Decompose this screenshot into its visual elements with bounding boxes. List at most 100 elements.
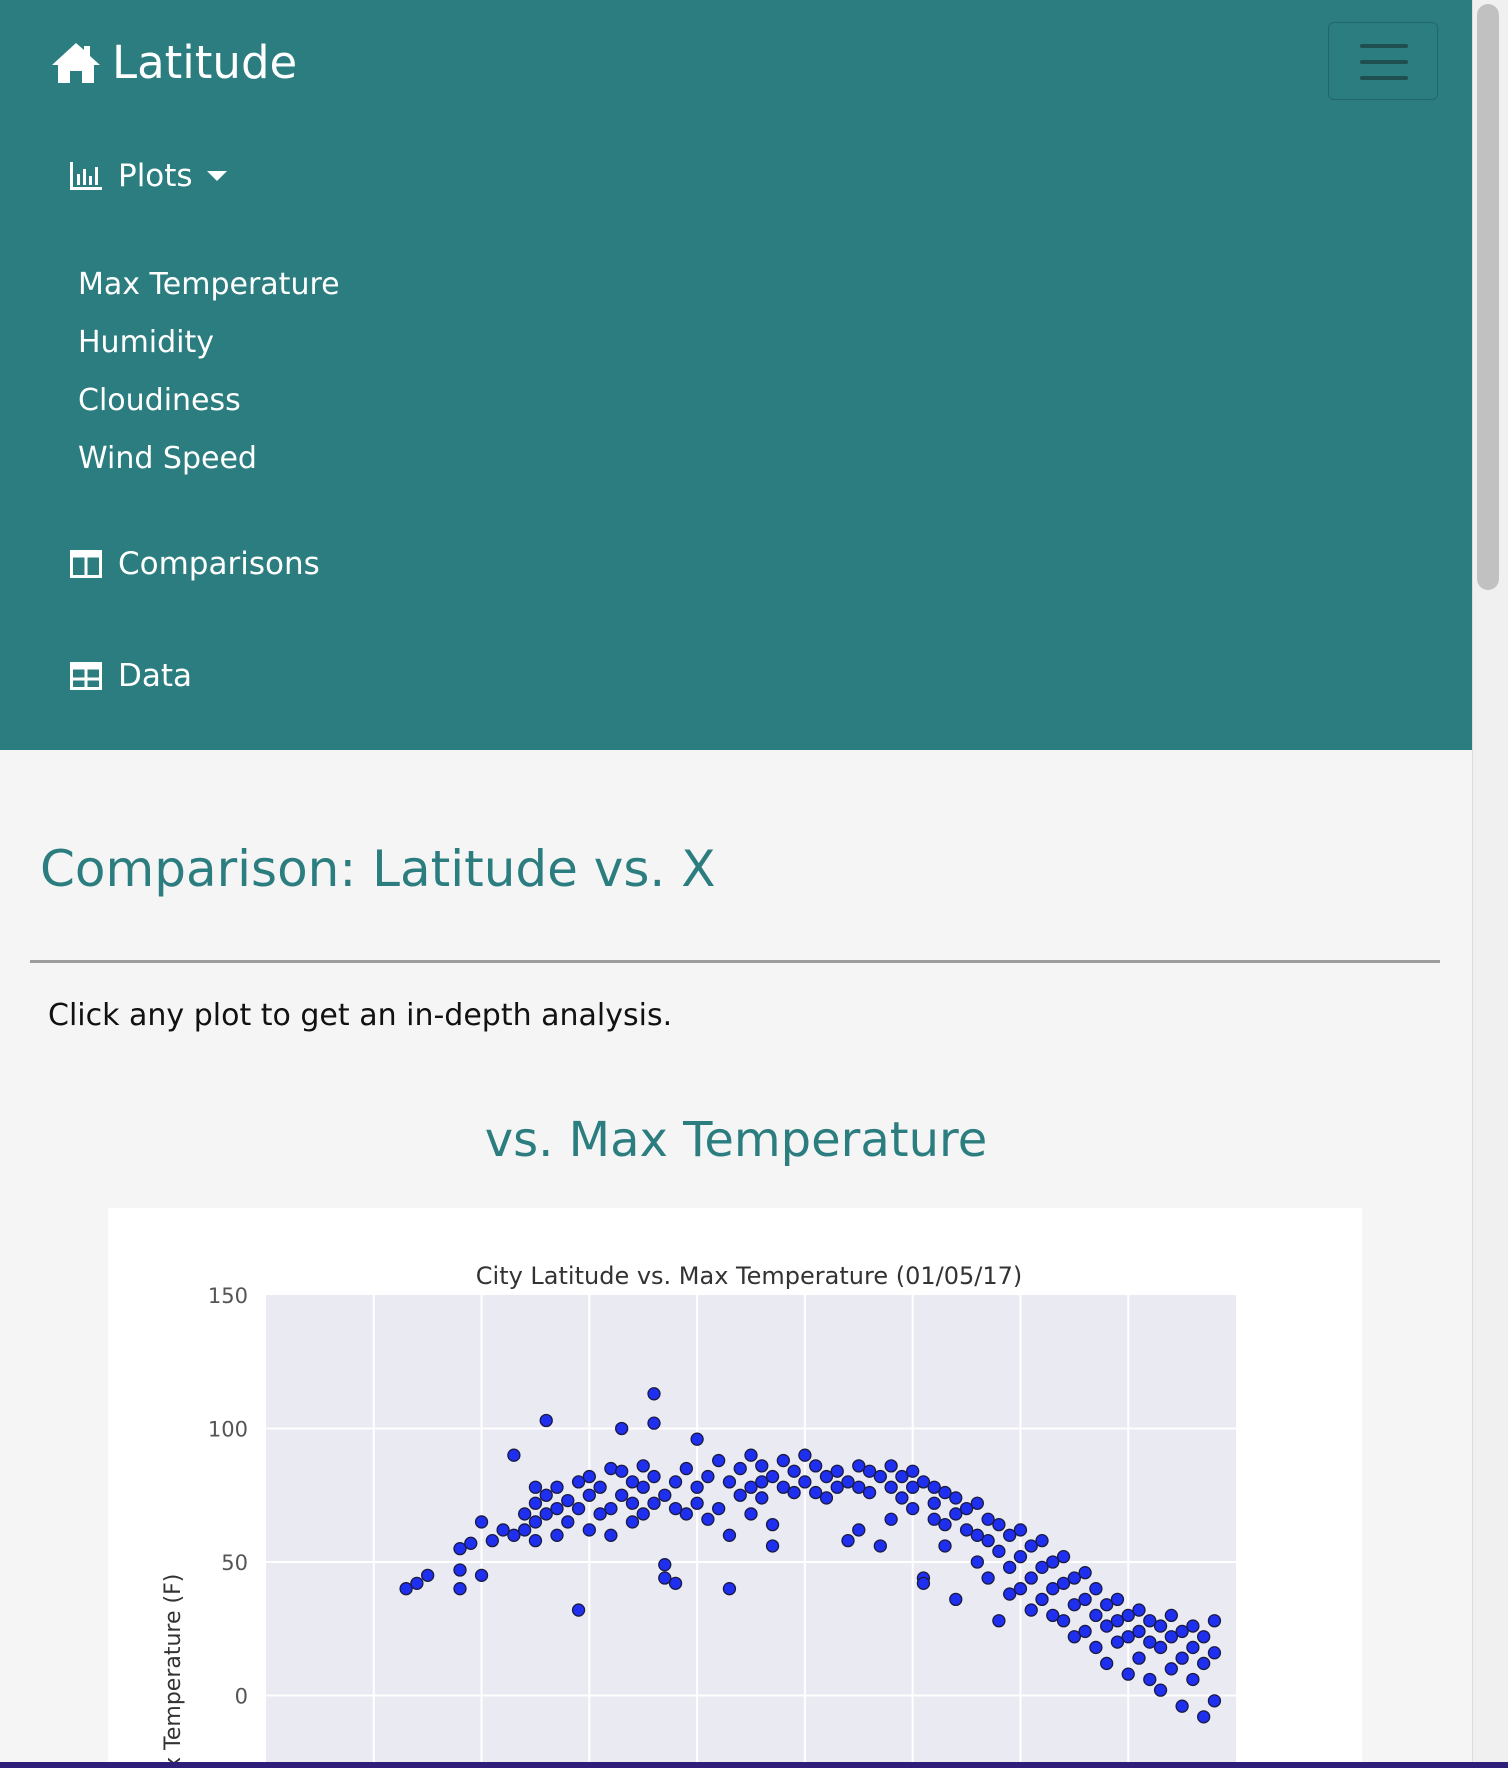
scatter-point [1186,1619,1200,1633]
scatter-point [453,1563,467,1577]
scatter-point [1035,1560,1049,1574]
scatter-point [507,1528,521,1542]
scatter-point [776,1480,790,1494]
scatter-point [604,1501,618,1516]
scatter-point [1186,1640,1200,1655]
nav-comparisons[interactable]: Comparisons [70,546,320,582]
scatter-point [421,1568,435,1583]
plot-link-max-temperature[interactable]: City Latitude vs. Max Temperature (01/05… [108,1208,1362,1768]
scatter-point [701,1469,715,1484]
scatter-point [1056,1614,1071,1628]
scatter-point [755,1491,769,1505]
y-tick-label: 50 [221,1551,248,1575]
dropdown-item-cloudiness[interactable]: Cloudiness [78,383,241,418]
scatter-point [862,1464,877,1478]
scatter-point [852,1480,866,1494]
scatter-point [1186,1672,1200,1687]
scatter-point [658,1488,672,1502]
scrollbar-thumb[interactable] [1477,4,1499,590]
scatter-point [668,1576,683,1591]
lead-text: Click any plot to get an in-depth analys… [48,998,673,1033]
scatter-point [604,1528,618,1542]
scatter-point [1024,1539,1038,1553]
plot-background [266,1295,1236,1768]
scatter-point [787,1464,801,1478]
dropdown-item-max-temperature[interactable]: Max Temperature [78,267,340,302]
scatter-point [927,1496,941,1510]
scatter-point [496,1523,510,1537]
scatter-point [1197,1630,1211,1644]
scatter-point [1207,1614,1222,1628]
nav-data[interactable]: Data [70,658,192,694]
dropdown-item-wind-speed[interactable]: Wind Speed [78,441,257,476]
scatter-point [787,1485,801,1500]
scatter-point [744,1448,758,1462]
scatter-point [625,1475,640,1489]
scatter-point [647,1416,661,1430]
nav-data-label: Data [118,658,193,694]
scatter-point [1003,1560,1017,1574]
scatter-point [399,1582,413,1596]
scatter-point [959,1523,974,1537]
table-icon [70,662,102,690]
scatter-point [1153,1619,1168,1633]
caret-down-icon [206,171,227,181]
scatter-point [679,1507,693,1521]
scatter-point [884,1480,898,1494]
scatter-point [1143,1672,1157,1687]
scatter-point [873,1469,887,1484]
scatter-point [819,1491,834,1505]
scatter-point [550,1480,564,1494]
scatter-point [765,1539,780,1553]
scatter-point [776,1453,790,1468]
scatter-point [1024,1571,1038,1585]
scatter-point [981,1571,995,1585]
scatter-point [765,1469,780,1484]
plot-area: 0 50 100 150 [208,1284,1236,1768]
scatter-point [949,1491,963,1505]
brand-link[interactable]: Latitude [50,36,297,89]
navbar: Latitude Plots Max Temperature Hu [0,0,1472,750]
scatter-point [410,1576,424,1591]
scatter-point [970,1528,984,1542]
scatter-point [1035,1592,1049,1607]
scatter-point [1143,1614,1157,1628]
scatter-point [507,1448,521,1462]
scatter-point [755,1475,769,1489]
scatter-point [906,1480,920,1494]
scatter-point [571,1475,586,1489]
scatter-point [561,1493,575,1508]
scatter-point [992,1517,1006,1532]
nav-comparisons-label: Comparisons [118,546,320,582]
scatter-point [733,1461,747,1476]
scatter-point [916,1475,931,1489]
page-title: Comparison: Latitude vs. X [40,840,716,898]
scatter-point [528,1515,543,1529]
scatter-point [1110,1592,1125,1607]
home-icon [52,42,100,83]
navbar-toggle-button[interactable] [1328,22,1438,100]
chart-ylabel: Max Temperature (F) [161,1574,186,1768]
scatter-point [798,1448,812,1462]
scatter-point [636,1459,650,1473]
divider [30,960,1440,963]
scatter-point [539,1488,553,1502]
dropdown-item-humidity[interactable]: Humidity [78,325,215,360]
scatter-point [895,1491,909,1505]
columns-icon [70,550,102,578]
scatter-point [949,1507,963,1521]
scatter-point [1197,1656,1211,1671]
scatter-point [722,1582,737,1596]
scatter-point [485,1533,499,1548]
scatter-point [1078,1566,1092,1580]
scatter-point [1100,1598,1114,1612]
scatter-point [1003,1587,1017,1601]
scatter-point [744,1480,758,1494]
scatter-point [1110,1635,1125,1649]
scatter-point [604,1461,618,1476]
scatter-point [561,1515,575,1529]
nav-plots-dropdown[interactable]: Plots [70,158,227,194]
scatter-point [582,1488,596,1502]
scatter-point [1078,1624,1092,1639]
scatter-point [722,1475,737,1489]
